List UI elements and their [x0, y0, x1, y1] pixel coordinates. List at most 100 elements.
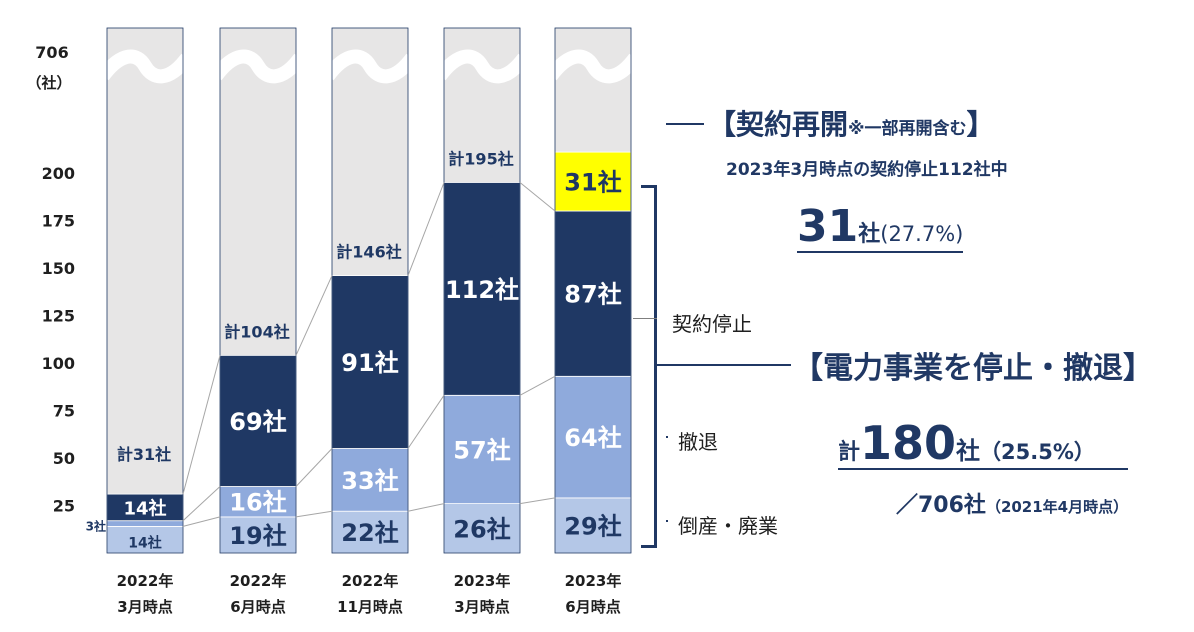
data-label-tettai: 3社: [86, 518, 106, 533]
bar-outline: [331, 27, 409, 554]
x-tick-label-month: 6月時点: [230, 598, 285, 616]
bar-segment-haigyou: [443, 503, 521, 554]
stop-total-pct: （25.5%）: [980, 440, 1095, 464]
x-tick-label-year: 2023年: [565, 572, 622, 590]
base-count: ／706社（2021年4月時点）: [896, 487, 1128, 519]
stop-total-number: 180: [860, 416, 957, 470]
y-tick-label: 200: [42, 164, 75, 183]
data-label-teishi: 112社: [445, 276, 519, 304]
y-tick-label: 25: [53, 497, 75, 516]
bar-segment-saikai: [554, 151, 632, 212]
base-count-note: （2021年4月時点）: [985, 498, 1129, 516]
bar-outline: [443, 27, 521, 554]
connector-line: [295, 510, 333, 518]
data-label-tettai: 33社: [341, 467, 398, 495]
connector-line: [407, 182, 445, 276]
axis-break-wave: [545, 49, 641, 84]
data-label-saikai: 31社: [564, 169, 621, 197]
total-label: 計104社: [224, 322, 289, 341]
connector-line: [182, 516, 221, 527]
bar-segment-teishi: [331, 275, 409, 449]
axis-break-wave: [322, 49, 418, 84]
bar-background: [107, 28, 183, 553]
saikai-count-pct: (27.7%): [880, 222, 964, 246]
total-label: 計31社: [117, 445, 171, 464]
tettai-tick: [666, 436, 668, 438]
y-top-unit: （社）: [26, 74, 71, 92]
base-count-text: ／706社: [896, 493, 986, 518]
tettai-label: 撤退: [678, 430, 718, 454]
total-label: 計195社: [448, 150, 513, 169]
teishi-label: 契約停止: [672, 312, 752, 336]
data-label-haigyou: 14社: [128, 535, 161, 552]
bar-segment-teishi: [443, 182, 521, 396]
bar-segment-haigyou: [554, 497, 632, 554]
y-tick-label: 175: [42, 212, 75, 231]
stop-total-kei: 計: [838, 440, 861, 465]
stop-total-unit: 社: [956, 437, 981, 465]
bar-segment-haigyou: [106, 526, 184, 554]
connector-line: [519, 375, 556, 396]
x-tick-label-month: 6月時点: [565, 598, 620, 616]
data-label-teishi: 91社: [341, 349, 398, 377]
y-tick-label: 75: [53, 402, 75, 421]
connector-line: [295, 275, 333, 356]
bar-outline: [219, 27, 297, 554]
bracket-top: [641, 185, 657, 188]
axis-break-wave: [434, 49, 530, 84]
axis-break-wave: [97, 49, 193, 84]
data-label-haigyou: 22社: [341, 519, 398, 547]
bar-outline: [106, 27, 184, 554]
x-tick-label-month: 11月時点: [337, 598, 403, 616]
x-tick-label-month: 3月時点: [117, 598, 172, 616]
connector-line: [519, 182, 556, 212]
bar-segment-tettai: [331, 448, 409, 512]
stop-total: 計180社（25.5%）: [838, 420, 1128, 470]
connector-line: [407, 503, 445, 512]
data-label-teishi: 69社: [229, 408, 286, 436]
y-top-label: 706: [35, 43, 68, 62]
saikai-count-number: 31: [797, 201, 859, 252]
saikai-title-note: ※一部再開含む: [848, 119, 967, 139]
haigyou-tick: [666, 520, 668, 522]
bar-segment-teishi: [219, 354, 297, 487]
x-tick-label-year: 2022年: [117, 572, 174, 590]
y-tick-label: 150: [42, 259, 75, 278]
bar-outline: [554, 27, 632, 554]
connector-line: [182, 486, 221, 522]
saikai-count: 31社(27.7%): [797, 205, 964, 253]
data-label-haigyou: 26社: [453, 515, 510, 543]
x-tick-label-year: 2022年: [230, 572, 287, 590]
x-tick-label-month: 3月時点: [454, 598, 509, 616]
connector-line: [519, 497, 556, 505]
y-tick-label: 50: [53, 449, 75, 468]
saikai-title-main: 【契約再開: [708, 108, 849, 141]
data-label-haigyou: 29社: [564, 512, 621, 540]
saikai-count-unit: 社: [858, 222, 881, 247]
bracket-pointer: [657, 364, 791, 366]
bar-segment-tettai: [443, 394, 521, 504]
x-tick-label-year: 2022年: [342, 572, 399, 590]
haigyou-label: 倒産・廃業: [678, 514, 778, 538]
teishi-tick: [633, 318, 657, 319]
bracket-vertical: [654, 185, 657, 548]
data-label-tettai: 57社: [453, 436, 510, 464]
bar-segment-teishi: [106, 493, 184, 522]
saikai-subtitle: 2023年3月時点の契約停止112社中: [726, 160, 1008, 180]
data-label-tettai: 16社: [229, 489, 286, 517]
y-tick-label: 100: [42, 354, 75, 373]
bar-segment-teishi: [554, 210, 632, 377]
connector-line: [407, 395, 445, 449]
axis-break-wave: [210, 49, 306, 84]
data-label-tettai: 64社: [564, 424, 621, 452]
bracket-bottom: [641, 545, 657, 548]
saikai-leader-line: [666, 123, 704, 125]
saikai-title: 【契約再開※一部再開含む】: [708, 103, 995, 143]
total-label: 計146社: [336, 243, 401, 262]
x-tick-label-year: 2023年: [454, 572, 511, 590]
data-label-teishi: 14社: [123, 497, 166, 519]
connector-line: [182, 355, 221, 495]
saikai-title-close: 】: [966, 108, 995, 141]
bar-segment-tettai: [106, 520, 184, 527]
